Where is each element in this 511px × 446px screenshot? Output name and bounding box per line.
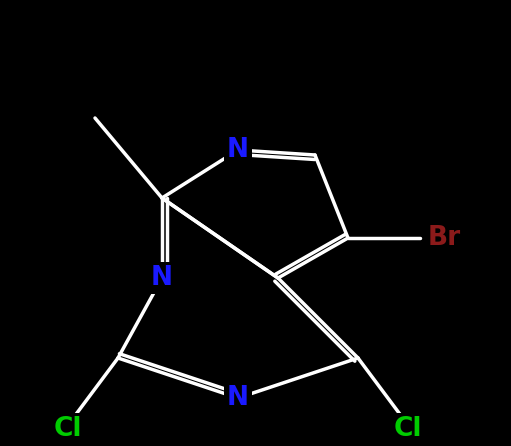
Text: Br: Br xyxy=(428,225,461,251)
Text: Cl: Cl xyxy=(394,416,422,442)
Text: Cl: Cl xyxy=(54,416,82,442)
Text: N: N xyxy=(227,137,249,163)
Text: N: N xyxy=(227,385,249,411)
Text: N: N xyxy=(151,265,173,291)
